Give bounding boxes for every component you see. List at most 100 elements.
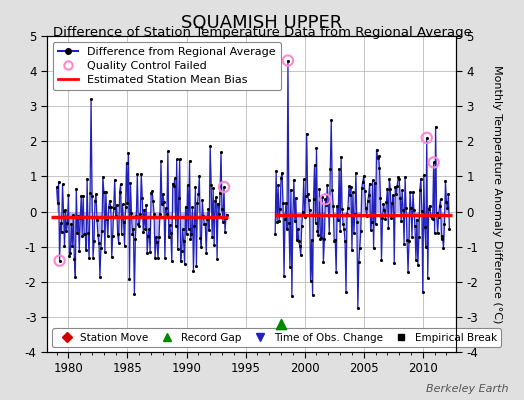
Point [144,233,152,239]
Point [174,195,183,202]
Point [400,241,408,247]
Point [353,219,361,225]
Point [84,230,92,236]
Point [63,220,72,226]
Point [220,184,228,190]
Point [286,264,294,270]
Point [103,216,111,222]
Point [323,182,332,188]
Point [93,216,101,223]
Point [158,200,166,207]
Point [416,187,424,193]
Point [68,243,77,250]
Point [343,210,351,217]
Point [112,213,120,220]
Point [58,181,67,188]
Point [121,242,129,249]
Point [348,189,357,195]
Point [351,211,359,217]
Point [168,258,176,264]
Point [135,223,144,229]
Point [181,204,190,210]
Point [411,223,419,230]
Point [163,148,172,154]
Point [418,208,426,214]
Point [77,193,85,199]
Point [314,232,323,238]
Point [96,273,104,280]
Point [212,194,220,200]
Point [382,199,390,206]
Point [350,230,358,236]
Point [327,116,335,123]
Point [321,196,330,202]
Point [176,156,184,163]
Point [105,204,113,210]
Point [365,192,373,198]
Point [132,212,140,219]
Point [412,257,420,264]
Point [73,230,81,236]
Point [150,211,158,218]
Point [443,205,452,212]
Point [113,202,121,208]
Point [335,165,343,172]
Point [189,268,198,274]
Point [83,176,91,182]
Point [277,174,285,181]
Point [188,204,196,210]
Point [282,200,290,206]
Point [178,248,186,254]
Point [126,180,135,186]
Point [114,240,123,246]
Point [220,184,228,190]
Point [365,180,374,187]
Point [308,291,316,298]
Point [439,245,447,252]
Point [196,235,204,241]
Point [101,249,109,255]
Point [118,201,127,208]
Point [433,230,442,236]
Point [139,229,147,235]
Point [444,191,453,198]
Point [204,206,212,212]
Point [172,156,181,162]
Point [122,204,130,210]
Point [408,234,416,240]
Point [334,217,342,223]
Point [310,162,319,168]
Point [355,259,363,266]
Point [179,238,188,244]
Point [277,321,285,327]
Point [155,234,163,240]
Point [407,205,415,211]
Y-axis label: Monthly Temperature Anomaly Difference (°C): Monthly Temperature Anomaly Difference (… [492,65,502,323]
Point [283,57,292,64]
Point [134,221,143,228]
Point [366,227,375,233]
Point [157,158,165,164]
Point [342,289,350,295]
Point [146,249,155,256]
Point [159,191,167,198]
Point [100,188,108,195]
Point [324,200,333,206]
Point [358,179,367,185]
Point [210,242,219,248]
Point [390,260,398,266]
Point [296,243,304,250]
Point [284,57,292,64]
Point [276,206,284,212]
Point [431,124,440,130]
Point [432,210,441,216]
Point [95,240,103,246]
Point [106,203,115,210]
Point [140,206,148,213]
Point [399,207,407,214]
Point [339,221,347,227]
Point [345,183,353,190]
Point [217,149,225,155]
Point [86,190,94,196]
Point [344,204,352,211]
